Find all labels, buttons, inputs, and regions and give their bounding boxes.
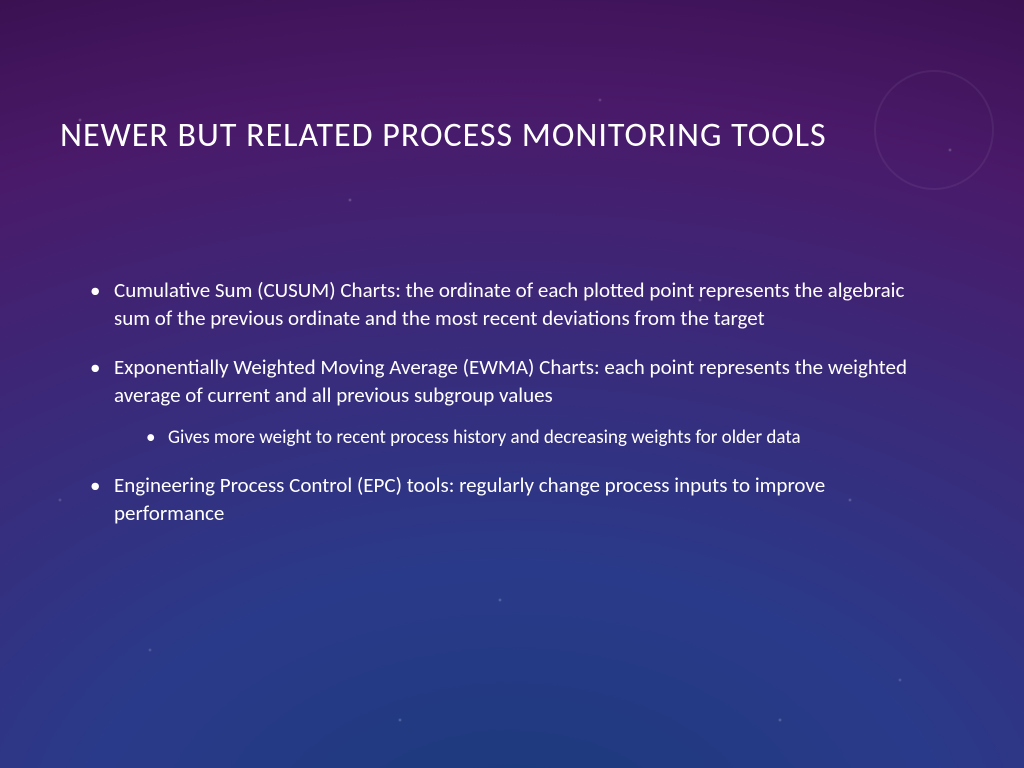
bullet-text: Exponentially Weighted Moving Average (E… bbox=[114, 354, 907, 408]
list-item: Gives more weight to recent process hist… bbox=[146, 425, 930, 451]
slide-content: NEWER BUT RELATED PROCESS MONITORING TOO… bbox=[0, 0, 1024, 768]
slide-title: NEWER BUT RELATED PROCESS MONITORING TOO… bbox=[60, 115, 964, 156]
list-item: Cumulative Sum (CUSUM) Charts: the ordin… bbox=[90, 276, 930, 333]
bullet-text: Cumulative Sum (CUSUM) Charts: the ordin… bbox=[114, 277, 904, 331]
list-item: Engineering Process Control (EPC) tools:… bbox=[90, 471, 930, 528]
sub-bullet-list: Gives more weight to recent process hist… bbox=[114, 425, 930, 451]
bullet-text: Engineering Process Control (EPC) tools:… bbox=[114, 472, 825, 526]
bullet-text: Gives more weight to recent process hist… bbox=[168, 426, 801, 449]
bullet-list: Cumulative Sum (CUSUM) Charts: the ordin… bbox=[60, 276, 930, 528]
list-item: Exponentially Weighted Moving Average (E… bbox=[90, 353, 930, 451]
